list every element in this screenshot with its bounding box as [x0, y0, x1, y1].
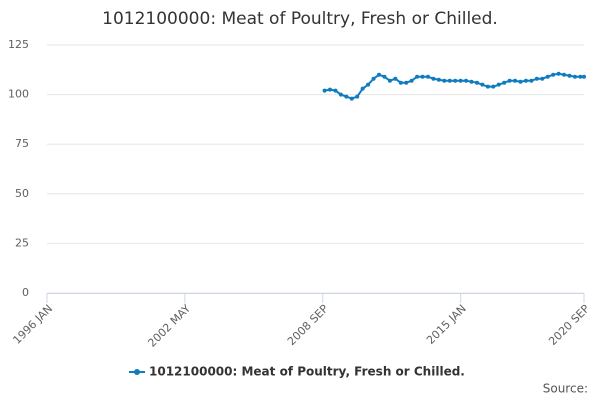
point — [496, 82, 501, 87]
source: Source: — [543, 382, 588, 396]
point — [556, 71, 561, 76]
point — [393, 76, 398, 81]
point — [491, 84, 496, 89]
point — [545, 74, 550, 79]
point — [333, 88, 338, 93]
y-tick-label: 50 — [15, 187, 29, 200]
x-tick-label: 2002 MAY — [145, 302, 193, 350]
point — [578, 74, 583, 79]
point — [534, 76, 539, 81]
point — [518, 79, 523, 84]
point — [387, 78, 392, 83]
point — [431, 76, 436, 81]
point — [322, 88, 327, 93]
point — [480, 82, 485, 87]
point — [507, 78, 512, 83]
point — [398, 80, 403, 85]
point — [458, 78, 463, 83]
y-tick-label: 25 — [15, 236, 29, 249]
x-tick-label: 1996 JAN — [10, 302, 55, 347]
point — [502, 80, 507, 85]
y-tick-label: 100 — [8, 88, 29, 101]
point — [349, 96, 354, 101]
point — [415, 74, 420, 79]
point — [328, 87, 333, 92]
point — [529, 78, 534, 83]
point — [453, 78, 458, 83]
y-tick-label: 75 — [15, 137, 29, 150]
point — [464, 78, 469, 83]
point — [523, 78, 528, 83]
point — [572, 74, 577, 79]
chart-title: 1012100000: Meat of Poultry, Fresh or Ch… — [102, 9, 498, 29]
y-tick-label: 0 — [22, 286, 29, 299]
point — [338, 92, 343, 97]
point — [371, 76, 376, 81]
point — [425, 74, 430, 79]
point — [366, 82, 371, 87]
point — [420, 74, 425, 79]
x-tick-label: 2020 SEP — [546, 302, 592, 348]
point — [360, 86, 365, 91]
point — [562, 72, 567, 77]
point — [474, 80, 479, 85]
point — [567, 73, 572, 78]
point — [469, 79, 474, 84]
point — [382, 74, 387, 79]
point — [513, 78, 518, 83]
point — [551, 72, 556, 77]
point — [436, 77, 441, 82]
point — [442, 78, 447, 83]
point — [540, 76, 545, 81]
point — [485, 84, 490, 89]
y-tick-label: 125 — [8, 38, 29, 51]
point — [376, 72, 381, 77]
point — [404, 80, 409, 85]
point — [409, 78, 414, 83]
point — [355, 94, 360, 99]
point — [344, 94, 349, 99]
point — [582, 74, 586, 79]
legend-label: 1012100000: Meat of Poultry, Fresh or Ch… — [149, 365, 465, 379]
legend-marker — [134, 369, 140, 375]
x-tick-label: 2008 SEP — [285, 302, 331, 348]
x-tick-label: 2015 JAN — [424, 302, 469, 347]
point — [447, 78, 452, 83]
